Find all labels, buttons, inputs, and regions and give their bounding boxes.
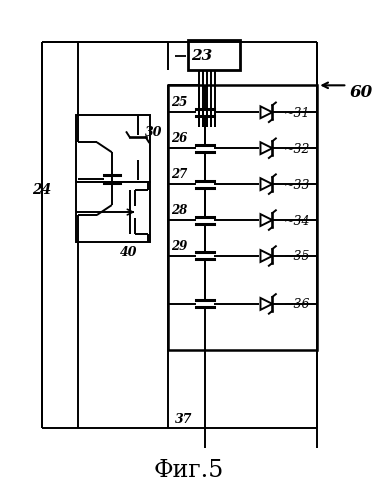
Text: 28: 28 [170,204,187,216]
Text: 37: 37 [175,413,192,426]
Text: 24: 24 [32,183,51,197]
Bar [168,86,318,350]
Text: ~33: ~33 [284,178,310,192]
Text: Фиг.5: Фиг.5 [153,458,224,481]
Text: 60: 60 [349,84,373,101]
Text: 27: 27 [170,168,187,180]
Text: 26: 26 [170,132,187,144]
Text: 29: 29 [170,240,187,252]
Text: 25: 25 [170,96,187,109]
Bar [76,182,150,242]
Text: ~36: ~36 [284,298,310,312]
Text: ~32: ~32 [284,142,310,156]
Text: ~34: ~34 [284,214,310,228]
Text: 23: 23 [191,50,212,64]
Text: 30: 30 [145,126,162,138]
Bar [187,40,240,70]
Bar [76,116,150,182]
Text: ~31: ~31 [284,107,310,120]
Text: 40: 40 [120,246,137,260]
Text: ~35: ~35 [284,250,310,264]
